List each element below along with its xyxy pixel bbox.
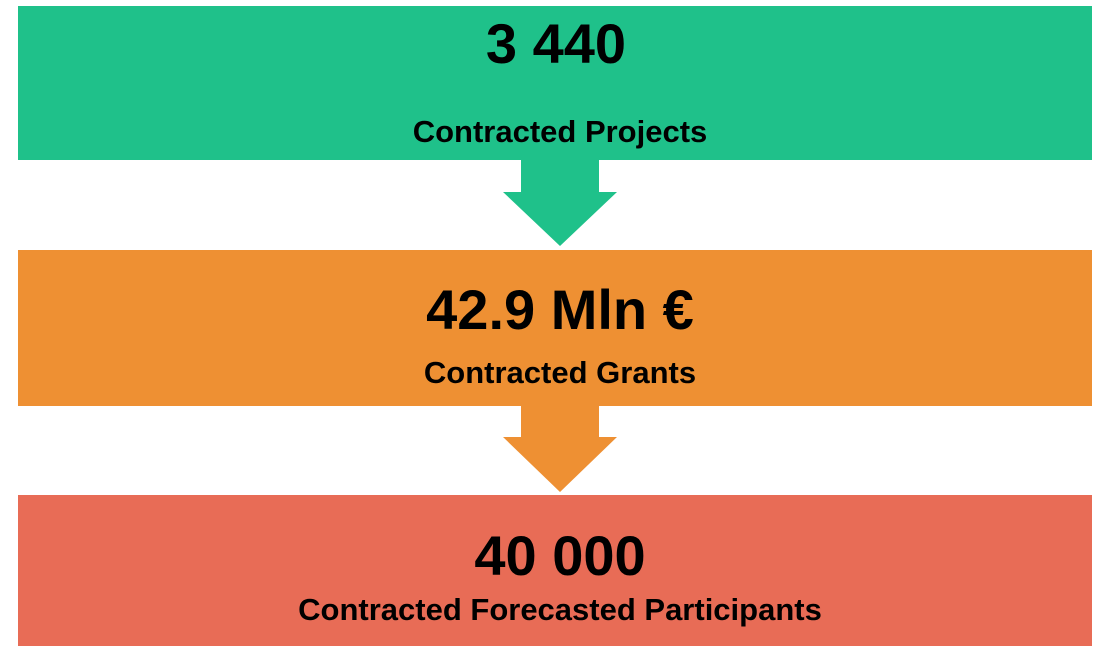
box-value: 42.9 Mln € [426, 278, 694, 341]
box-label: Contracted Projects [413, 114, 708, 149]
box-label: Contracted Grants [424, 355, 696, 390]
box-value: 3 440 [486, 12, 626, 75]
grants-box [18, 250, 1092, 406]
arrow [503, 160, 617, 246]
participants-box [18, 495, 1092, 646]
projects-box [18, 6, 1092, 160]
arrow [503, 406, 617, 492]
box-label: Contracted Forecasted Participants [298, 592, 822, 627]
box-value: 40 000 [474, 524, 645, 587]
